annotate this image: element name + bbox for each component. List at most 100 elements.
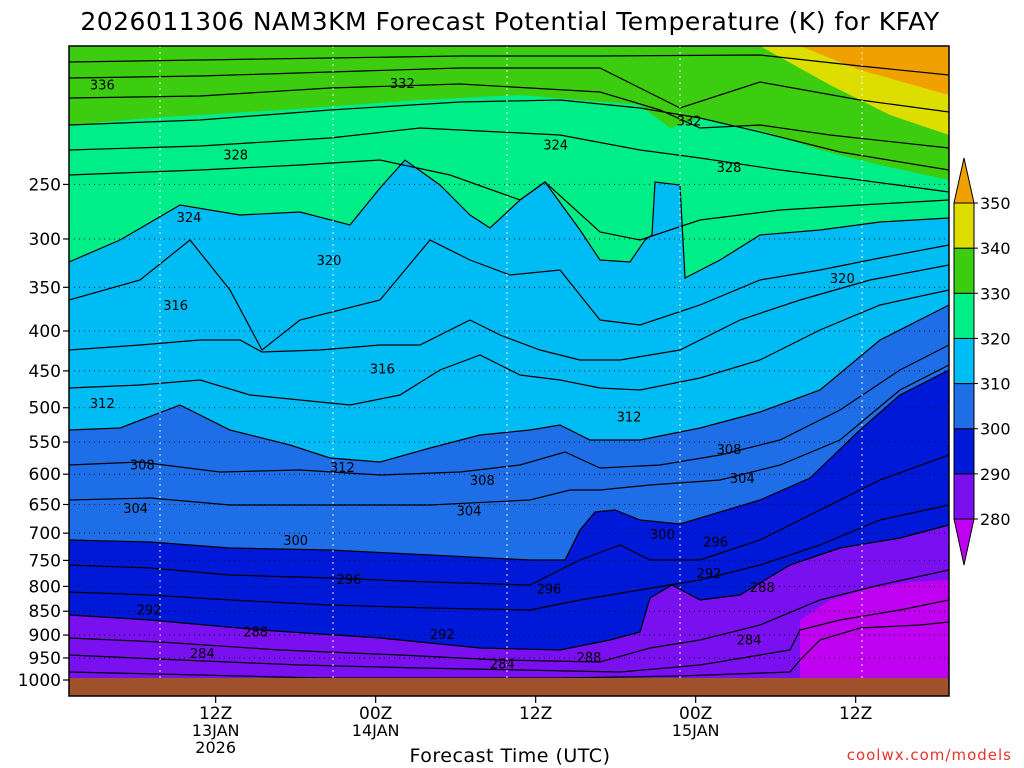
- credit-text: coolwx.com/models: [847, 746, 1012, 764]
- contour-label: 312: [330, 461, 355, 476]
- y-axis: 250 300 350 400 450 500 550 600 650 700 750 800 850 9…: [18, 175, 69, 691]
- contour-label: 288: [243, 625, 268, 640]
- contour-label-text: 320: [830, 272, 855, 287]
- x-tick-label: 12Z: [839, 704, 872, 724]
- contour-label-text: 296: [537, 582, 562, 597]
- colorbar-segment-290: [953, 428, 975, 475]
- contour-label: 288: [750, 581, 775, 596]
- colorbar-label: 330: [980, 284, 1011, 303]
- contour-label-group: 336 332 332 328 324 328 324 320 320 316 316 312 312 3…: [90, 77, 855, 672]
- contour-label-text: 284: [190, 647, 215, 662]
- y-tick-label: 750: [29, 551, 61, 571]
- x-tick-label: 14JAN: [352, 721, 400, 740]
- y-tick-label: 300: [29, 230, 61, 250]
- contour-label-text: 296: [703, 536, 728, 551]
- y-tick-label: 500: [29, 399, 61, 419]
- y-tick-label: 650: [29, 495, 61, 515]
- contour-label: 308: [717, 443, 742, 458]
- contour-label-text: 328: [223, 148, 248, 163]
- contour-label-text: 304: [123, 502, 148, 517]
- contour-label-text: 308: [470, 474, 495, 489]
- colorbar-segment-330: [953, 247, 975, 294]
- contour-label: 308: [470, 474, 495, 489]
- y-tick-label: 250: [29, 175, 61, 195]
- contour-label: 300: [283, 534, 308, 549]
- x-tick-label: 13JAN: [192, 721, 240, 740]
- contour-label: 288: [577, 651, 602, 666]
- contour-label-text: 324: [177, 211, 202, 226]
- x-axis-title: Forecast Time (UTC): [410, 745, 611, 767]
- contour-label: 320: [830, 272, 855, 287]
- contour-label: 328: [717, 161, 742, 176]
- colorbar-label: 280: [980, 510, 1011, 529]
- colorbar-label: 290: [980, 465, 1011, 484]
- contour-label-text: 300: [283, 534, 308, 549]
- contour-label-text: 332: [390, 77, 415, 92]
- contour-label: 328: [223, 148, 248, 163]
- contour-label: 308: [130, 458, 155, 473]
- contour-label: 332: [677, 114, 702, 129]
- contour-label: 296: [337, 573, 362, 588]
- band-below-280: [69, 525, 949, 696]
- colorbar-label: 350: [980, 194, 1011, 213]
- colorbar-max-arrow: [953, 157, 975, 204]
- x-tick-label: 12Z: [519, 704, 552, 724]
- contour-label: 292: [430, 628, 455, 643]
- colorbar-label: 320: [980, 329, 1011, 348]
- contour-label-text: 292: [697, 567, 722, 582]
- grid-horizontal: [69, 183, 949, 681]
- contour-label-text: 284: [737, 634, 762, 649]
- contour-lines: [69, 54, 949, 687]
- x-tick-label: 12Z: [199, 704, 232, 724]
- colorbar: 280 290 300 310 320 330 340 350: [953, 157, 1011, 566]
- x-tick-label: 00Z: [359, 704, 392, 724]
- contour-label-text: 328: [717, 161, 742, 176]
- colorbar-segment-280: [953, 473, 975, 520]
- colorbar-label: 310: [980, 375, 1011, 394]
- colorbar-segment-310: [953, 337, 975, 385]
- y-tick-label: 700: [29, 524, 61, 544]
- y-tick-label: 450: [29, 362, 61, 382]
- contour-label-text: 312: [617, 411, 642, 426]
- y-tick-label: 950: [29, 649, 61, 669]
- contour-label: 312: [90, 397, 115, 412]
- contour-label: 292: [137, 603, 162, 618]
- contour-label: 336: [90, 79, 115, 94]
- contour-label-text: 312: [90, 397, 115, 412]
- contour-label-text: 316: [370, 362, 395, 377]
- contour-label-text: 304: [457, 505, 482, 520]
- contour-label: 316: [163, 299, 188, 314]
- contour-label: 324: [543, 138, 568, 153]
- colorbar-label: 340: [980, 239, 1011, 258]
- contour-label: 304: [730, 472, 755, 487]
- contour-label: 312: [617, 411, 642, 426]
- contour-label: 292: [697, 567, 722, 582]
- contour-label: 284: [490, 658, 515, 673]
- contour-label-text: 316: [163, 299, 188, 314]
- colorbar-segment-320: [953, 292, 975, 339]
- x-tick-label: 2026: [195, 738, 236, 757]
- x-tick-label: 00Z: [679, 704, 712, 724]
- contour-label-text: 320: [317, 254, 342, 269]
- y-tick-label: 900: [29, 626, 61, 646]
- contour-label-text: 292: [430, 628, 455, 643]
- contour-label-text: 332: [677, 114, 702, 129]
- contour-label-text: 288: [577, 651, 602, 666]
- contour-label: 304: [123, 502, 148, 517]
- contour-label: 300: [650, 528, 675, 543]
- chart-title: 2026011306 NAM3KM Forecast Potential Tem…: [80, 7, 940, 36]
- contour-label: 284: [737, 634, 762, 649]
- contour-label: 320: [317, 254, 342, 269]
- contour-label-text: 288: [750, 581, 775, 596]
- y-tick-label: 350: [29, 278, 61, 298]
- y-tick-label: 800: [29, 577, 61, 597]
- contour-label-text: 292: [137, 603, 162, 618]
- colorbar-segment-340: [953, 202, 975, 249]
- y-tick-label: 400: [29, 322, 61, 342]
- y-tick-label: 850: [29, 602, 61, 622]
- contour-label: 332: [390, 77, 415, 92]
- contour-label-text: 308: [130, 458, 155, 473]
- contour-label-text: 300: [650, 528, 675, 543]
